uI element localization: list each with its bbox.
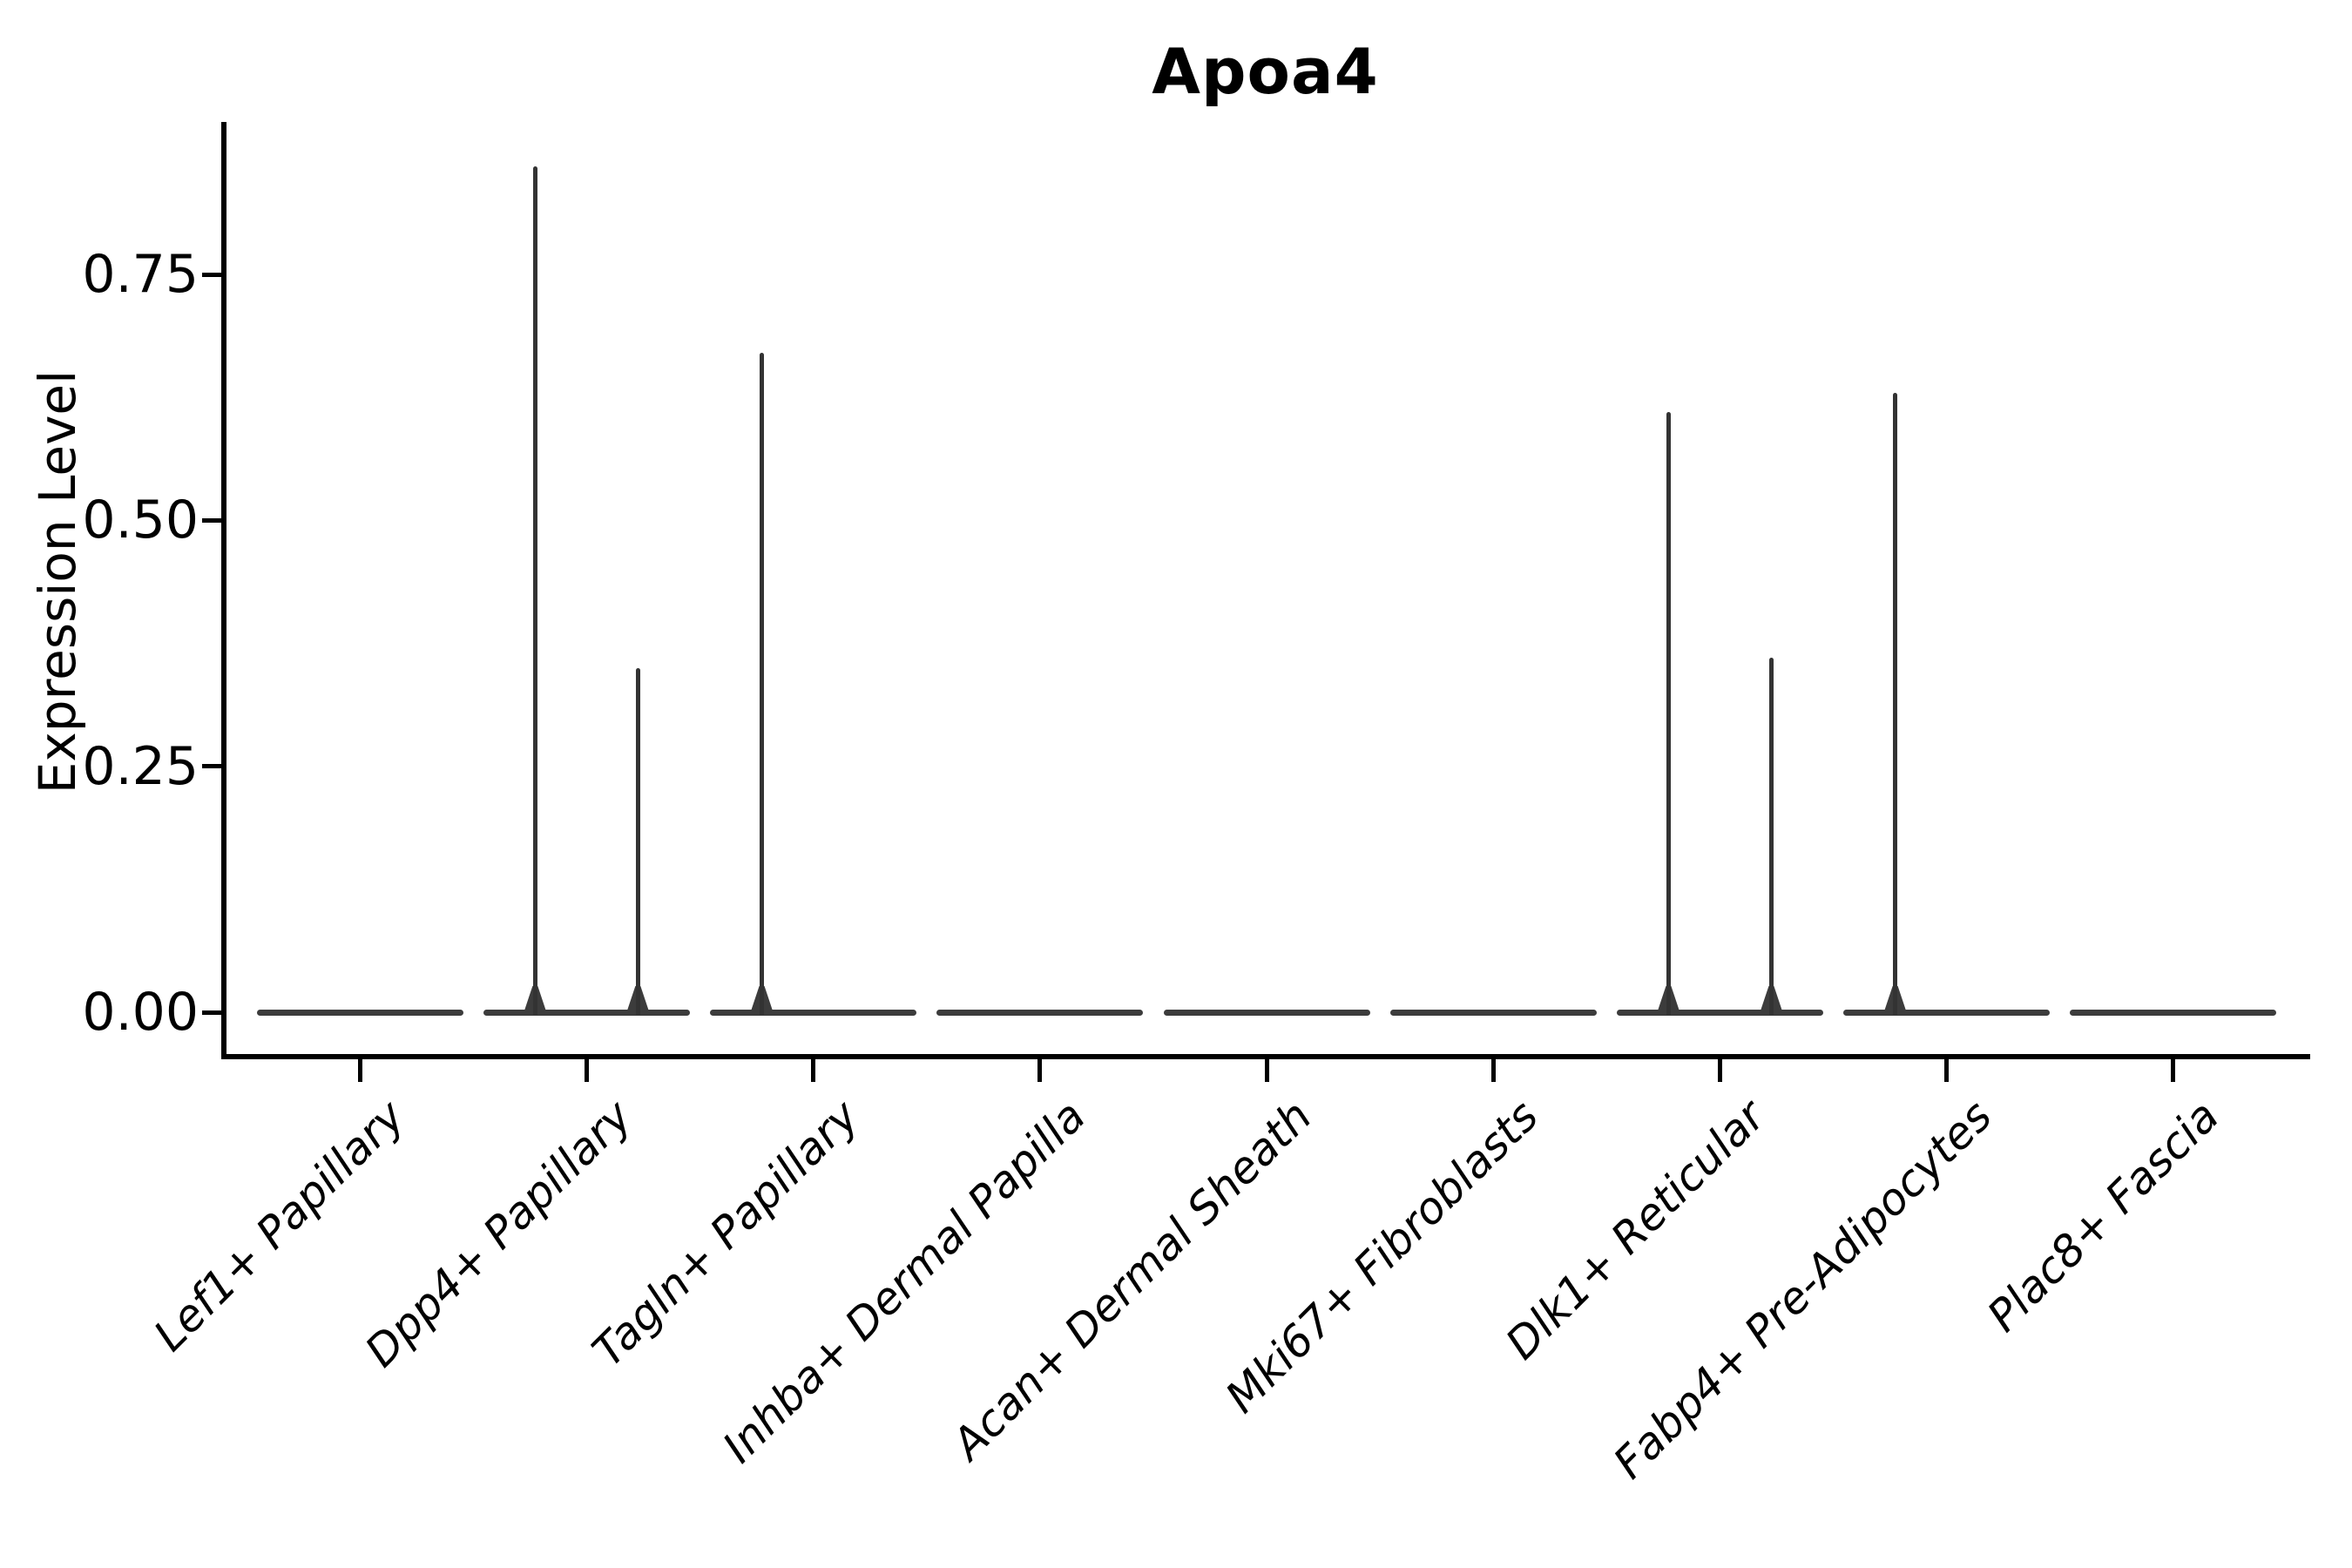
chart-title: Apoa4 <box>1152 35 1379 108</box>
violin-baseline <box>483 1009 690 1016</box>
x-axis-category-label: Acan+ Dermal Sheath <box>943 1091 1322 1470</box>
x-axis-category-label: Plac8+ Fascia <box>1977 1091 2228 1342</box>
y-axis-spine <box>221 122 226 1059</box>
x-axis-tick <box>1490 1059 1496 1082</box>
violin-baseline <box>256 1009 463 1016</box>
y-axis-tick <box>202 764 221 769</box>
y-axis-tick <box>202 1010 221 1015</box>
x-axis-tick <box>1944 1059 1950 1082</box>
y-axis-tick-label: 0.75 <box>82 244 199 306</box>
x-axis-tick <box>1717 1059 1722 1082</box>
violin-spike <box>760 353 765 1015</box>
violin-baseline <box>2070 1009 2277 1016</box>
y-axis-tick-label: 0.00 <box>82 982 199 1043</box>
x-axis-tick <box>584 1059 589 1082</box>
violin-baseline <box>1389 1009 1597 1016</box>
x-axis-spine <box>221 1054 2310 1059</box>
x-axis-tick <box>1037 1059 1043 1082</box>
violin-spike <box>1768 658 1774 1015</box>
violin-baseline <box>1843 1009 2051 1016</box>
violin-baseline <box>710 1009 917 1016</box>
x-axis-tick <box>2171 1059 2176 1082</box>
violin-baseline <box>936 1009 1144 1016</box>
y-axis-tick-label: 0.25 <box>82 735 199 797</box>
x-axis-tick <box>811 1059 816 1082</box>
y-axis-tick <box>202 517 221 523</box>
x-axis-category-label: Inhba+ Dermal Papilla <box>713 1091 1095 1473</box>
y-axis-tick <box>202 272 221 277</box>
x-axis-category-label: Fabp4+ Pre-Adipocytes <box>1604 1091 2002 1489</box>
violin-spike <box>1666 412 1671 1015</box>
x-axis-tick <box>1264 1059 1269 1082</box>
violin-spike <box>635 667 640 1015</box>
x-axis-tick <box>357 1059 362 1082</box>
y-axis-tick-label: 0.50 <box>82 490 199 551</box>
violin-baseline <box>1163 1009 1370 1016</box>
violin-spike <box>532 166 537 1015</box>
violin-baseline <box>1616 1009 1823 1016</box>
x-axis-category-label: Lef1+ Papillary <box>144 1091 416 1362</box>
violin-spike <box>1893 392 1898 1015</box>
